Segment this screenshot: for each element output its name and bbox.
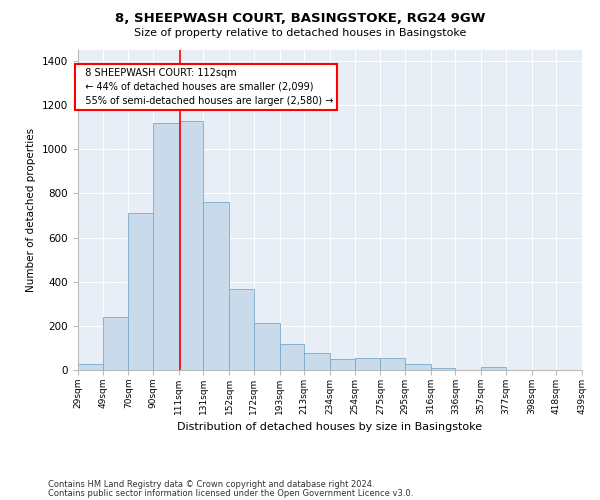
- Y-axis label: Number of detached properties: Number of detached properties: [26, 128, 37, 292]
- Bar: [330, 359, 355, 370]
- Bar: [304, 354, 330, 370]
- Bar: [103, 317, 128, 370]
- Bar: [481, 368, 506, 370]
- Bar: [431, 368, 455, 370]
- Bar: [229, 290, 254, 370]
- Bar: [203, 202, 229, 370]
- Bar: [179, 120, 203, 370]
- Bar: [78, 364, 103, 370]
- Bar: [280, 344, 304, 370]
- Bar: [153, 123, 179, 370]
- Text: 8 SHEEPWASH COURT: 112sqm
  ← 44% of detached houses are smaller (2,099)
  55% o: 8 SHEEPWASH COURT: 112sqm ← 44% of detac…: [79, 68, 334, 106]
- Text: Size of property relative to detached houses in Basingstoke: Size of property relative to detached ho…: [134, 28, 466, 38]
- Text: 8, SHEEPWASH COURT, BASINGSTOKE, RG24 9GW: 8, SHEEPWASH COURT, BASINGSTOKE, RG24 9G…: [115, 12, 485, 26]
- Bar: [254, 322, 280, 370]
- Bar: [355, 358, 380, 370]
- Bar: [405, 364, 431, 370]
- X-axis label: Distribution of detached houses by size in Basingstoke: Distribution of detached houses by size …: [178, 422, 482, 432]
- Text: Contains HM Land Registry data © Crown copyright and database right 2024.: Contains HM Land Registry data © Crown c…: [48, 480, 374, 489]
- Bar: [128, 214, 153, 370]
- Bar: [380, 358, 405, 370]
- Text: Contains public sector information licensed under the Open Government Licence v3: Contains public sector information licen…: [48, 488, 413, 498]
